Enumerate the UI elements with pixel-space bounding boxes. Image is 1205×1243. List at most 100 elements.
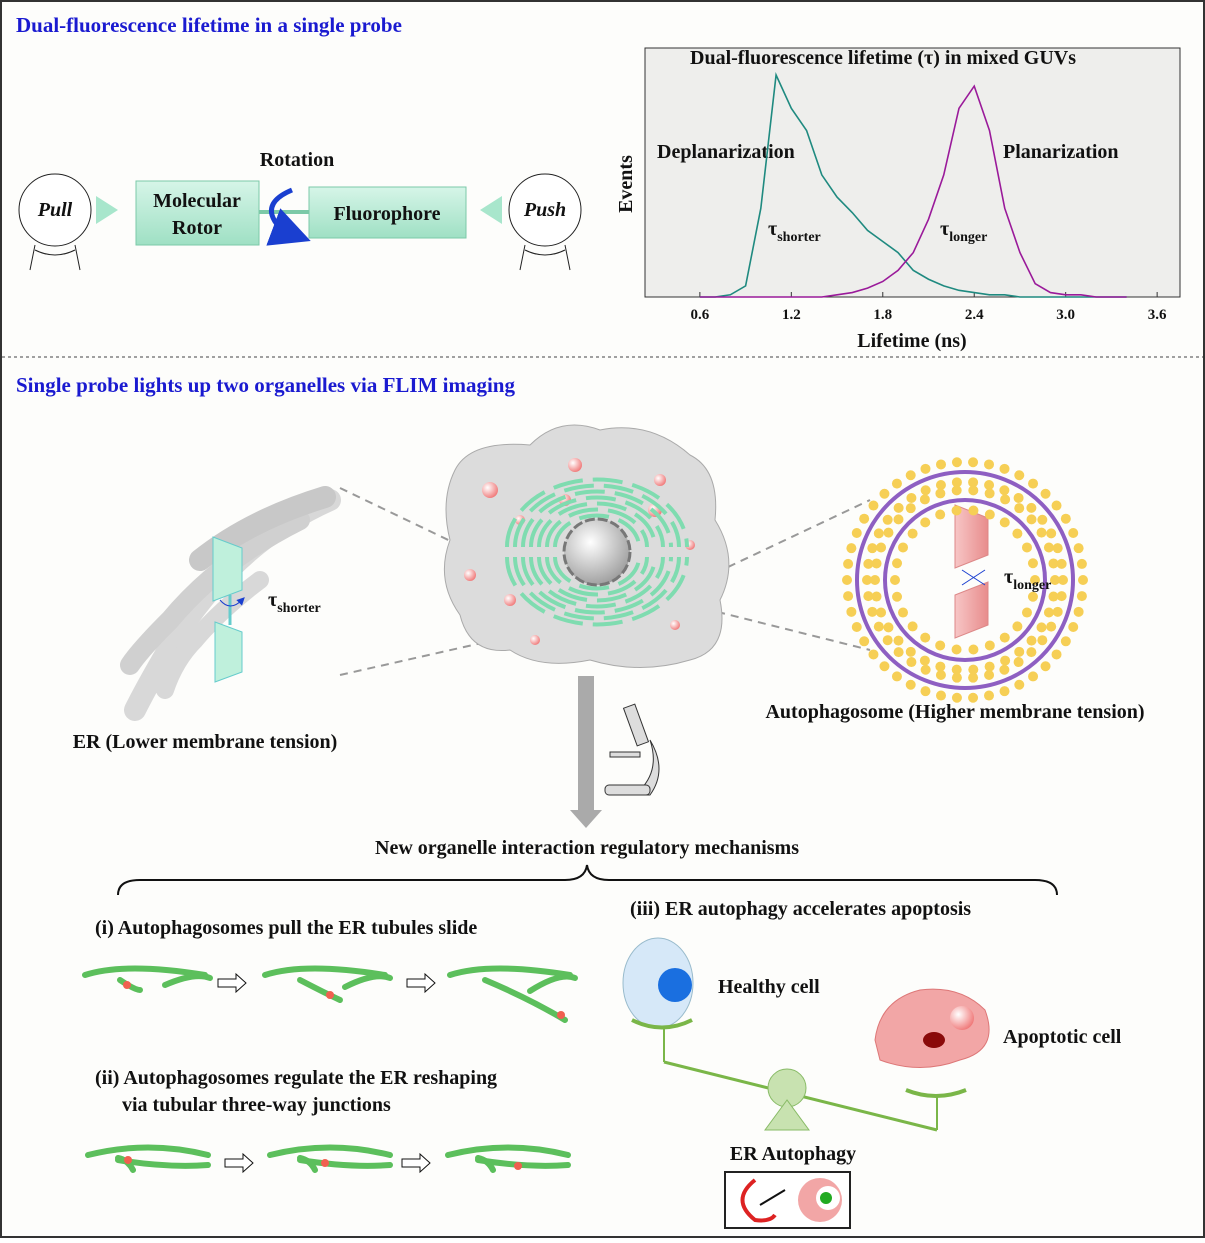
item-label: (iii) ER autophagy accelerates apoptosis	[630, 898, 971, 920]
lipid	[951, 505, 962, 516]
tubule	[447, 965, 573, 978]
lipid	[1052, 606, 1063, 617]
er-autophagy-label: ER Autophagy	[730, 1143, 856, 1165]
tubule	[297, 1155, 318, 1173]
lipid	[968, 457, 979, 468]
y-axis-label: Events	[615, 155, 637, 213]
lipid	[999, 686, 1010, 697]
lipid	[1028, 671, 1039, 682]
lipid	[1036, 622, 1047, 633]
autophagosome-dot	[124, 1156, 132, 1164]
lipid	[1046, 621, 1057, 632]
tau-sub: shorter	[777, 230, 821, 245]
lipid	[1056, 558, 1067, 569]
tau-sub: longer	[1013, 578, 1051, 593]
lipid	[1040, 488, 1051, 499]
lipid	[870, 575, 880, 585]
lipid	[935, 459, 946, 470]
rotor-label: Rotor	[172, 217, 222, 239]
lipid	[920, 517, 931, 528]
lipid	[851, 527, 862, 538]
lipid	[846, 606, 857, 617]
lipid	[867, 606, 878, 617]
lipid	[859, 636, 870, 647]
lipid	[999, 463, 1010, 474]
lipid	[898, 607, 909, 618]
er-autophagy-box	[724, 1171, 851, 1229]
lipid	[1043, 607, 1054, 618]
mechanisms-label: New organelle interaction regulatory mec…	[375, 837, 799, 859]
lipid	[893, 514, 904, 525]
annotation: Planarization	[1003, 141, 1119, 163]
cell	[443, 424, 730, 668]
lipid	[846, 543, 857, 554]
lipid	[920, 664, 931, 675]
lipid	[1026, 647, 1037, 658]
lipid	[984, 479, 995, 490]
lipid	[1037, 635, 1048, 646]
lipid	[1027, 558, 1038, 569]
golgi	[529, 556, 665, 609]
down-arrow	[570, 676, 660, 828]
lipid	[1076, 558, 1087, 569]
lipid	[893, 502, 904, 513]
chart-marks: 0.6 1.2 1.8 2.4 3.0 3.6	[690, 72, 1167, 323]
lipid	[935, 670, 946, 681]
lipid	[907, 621, 918, 632]
lipid	[1046, 528, 1057, 539]
lipid	[919, 494, 930, 505]
annotation: Deplanarization	[657, 141, 795, 163]
lipid	[1012, 621, 1023, 632]
tubule	[267, 1144, 393, 1158]
tau-sub: longer	[949, 230, 987, 245]
lipid	[1040, 661, 1051, 672]
golgi	[505, 556, 689, 627]
golgi	[537, 556, 657, 603]
rotation-arrow	[259, 187, 311, 246]
lipid	[968, 505, 979, 516]
lipid	[999, 664, 1010, 675]
lipid	[1021, 607, 1032, 618]
lipid	[843, 558, 854, 569]
healthy-label: Healthy cell	[718, 976, 820, 998]
golgi	[505, 477, 689, 548]
lipid	[935, 640, 946, 651]
tau-label: τlonger	[1004, 566, 1051, 593]
lipid	[1060, 513, 1071, 524]
lipid	[1068, 527, 1079, 538]
tubule	[82, 965, 208, 978]
tau-symbol: τ	[768, 218, 777, 240]
lipid	[984, 459, 995, 470]
step-arrow	[217, 972, 247, 994]
tubule	[527, 973, 578, 994]
vesicle	[504, 594, 516, 606]
autophagosome-dot	[514, 1162, 522, 1170]
probe-er	[212, 536, 245, 683]
brace	[117, 864, 1058, 896]
golgi	[521, 489, 673, 548]
lipid	[859, 513, 870, 524]
vesicle	[530, 635, 540, 645]
section-title: Single probe lights up two organelles vi…	[16, 373, 515, 397]
lipid	[935, 509, 946, 520]
vesicle	[568, 458, 582, 472]
lipid	[951, 692, 962, 703]
lipid	[898, 542, 909, 553]
lipid	[1048, 558, 1059, 569]
lipid	[951, 457, 962, 468]
lipid	[920, 686, 931, 697]
lipid	[968, 692, 979, 703]
lipid	[1058, 575, 1068, 585]
lipid	[1030, 575, 1040, 585]
lipid	[1056, 591, 1067, 602]
lipid	[905, 646, 916, 657]
lipid	[863, 591, 874, 602]
lipid	[879, 488, 890, 499]
lipid	[1043, 542, 1054, 553]
lipid	[867, 543, 878, 554]
lipid	[882, 635, 893, 646]
lipid	[892, 591, 903, 602]
lipid	[1076, 591, 1087, 602]
x-tick-label: 3.6	[1148, 307, 1167, 323]
lipid	[1051, 649, 1062, 660]
